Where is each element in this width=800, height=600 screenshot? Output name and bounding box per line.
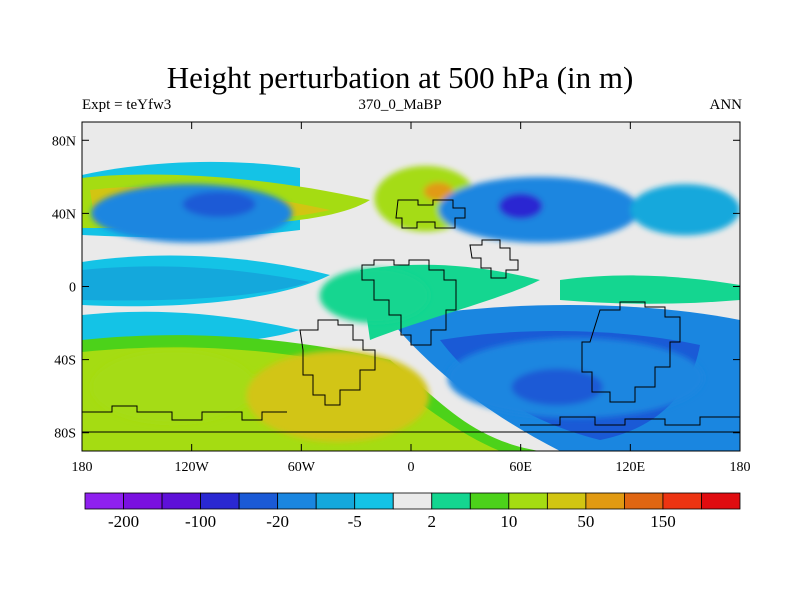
anomaly-regions xyxy=(91,165,740,442)
coastline-south-america xyxy=(299,319,376,406)
colorbar-swatch xyxy=(315,492,356,510)
colorbar-swatch xyxy=(277,492,317,510)
coastline-asia xyxy=(469,239,519,279)
colorbar-label: -100 xyxy=(185,512,216,531)
colorbar-swatch xyxy=(662,492,702,510)
y-tick-label: 80S xyxy=(54,427,76,442)
coastline-south-polar-west xyxy=(82,405,287,421)
time-label: 370_0_MaBP xyxy=(358,97,442,113)
region-north-pacific-low xyxy=(91,184,293,243)
coastline-europe xyxy=(395,199,466,229)
x-tick-label: 60E xyxy=(509,460,532,475)
field-band-africa-green xyxy=(560,275,740,304)
region-north-atlantic-high-core xyxy=(423,182,454,201)
field-band-tropical-dark xyxy=(82,266,310,301)
colorbar-swatch xyxy=(161,492,201,510)
x-tick-label: 120E xyxy=(616,460,646,475)
colorbar-swatch xyxy=(546,492,587,510)
colorbar-label: 150 xyxy=(650,512,676,531)
colorbar-label: 2 xyxy=(428,512,437,531)
map-title: Height perturbation at 500 hPa (in m) xyxy=(166,60,634,95)
colorbar: -200 -100 -20 -5 2 10 50 150 xyxy=(84,492,741,531)
region-south-pacific-high xyxy=(91,350,256,424)
x-tick-label: 60W xyxy=(288,460,316,475)
colorbar-swatch xyxy=(392,492,433,510)
y-tick-label: 40S xyxy=(54,354,76,369)
colorbar-label: -200 xyxy=(108,512,139,531)
coastline-australia xyxy=(581,301,681,403)
colorbar-swatch xyxy=(624,492,664,510)
x-tick-label: 120W xyxy=(175,460,210,475)
region-north-pacific-low-core xyxy=(182,191,256,218)
colorbar-label: 50 xyxy=(577,512,594,531)
region-north-pacific-west-low xyxy=(630,184,740,236)
contour-field xyxy=(82,122,740,451)
colorbar-swatch xyxy=(701,492,741,510)
colorbar-swatch xyxy=(508,492,548,510)
colorbar-swatch xyxy=(585,492,625,510)
colorbar-swatch xyxy=(469,492,510,510)
colorbar-label: -20 xyxy=(266,512,289,531)
season-label: ANN xyxy=(709,97,743,113)
x-axis: 180 120W 60W 0 60E 120E 180 xyxy=(72,122,751,475)
x-tick-label: 180 xyxy=(72,460,93,475)
x-tick-label: 180 xyxy=(730,460,751,475)
coastline-africa xyxy=(361,259,457,346)
y-tick-label: 0 xyxy=(69,281,76,296)
colorbar-swatch xyxy=(354,492,394,510)
region-south-atlantic-high xyxy=(246,350,430,442)
y-axis: 80N 40N 0 40S 80S xyxy=(52,134,740,442)
region-south-indian-low-core xyxy=(511,368,603,406)
colorbar-swatch xyxy=(431,492,471,510)
colorbar-swatch xyxy=(84,492,124,510)
colorbar-label: -5 xyxy=(348,512,362,531)
colorbar-swatch xyxy=(123,492,163,510)
colorbar-swatch xyxy=(200,492,240,510)
colorbar-swatch xyxy=(238,492,279,510)
y-tick-label: 80N xyxy=(52,134,76,149)
coastline-south-polar-east xyxy=(520,416,740,426)
y-tick-label: 40N xyxy=(52,207,76,222)
coastline-outlines xyxy=(82,199,740,433)
experiment-label: Expt = teYfw3 xyxy=(82,97,172,113)
colorbar-label: 10 xyxy=(500,512,517,531)
x-tick-label: 0 xyxy=(408,460,415,475)
region-eurasia-low-core xyxy=(498,193,543,219)
